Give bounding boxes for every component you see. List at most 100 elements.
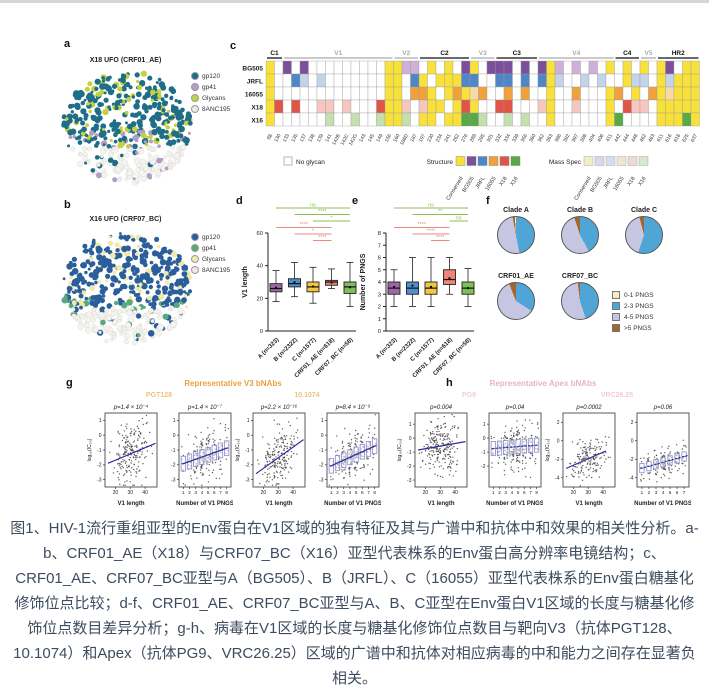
y-tick: -3 [319, 477, 324, 483]
heatmap-cell [520, 86, 530, 101]
heatmap-cell [588, 112, 598, 127]
position-tick: 142B [331, 133, 342, 147]
position-tick: 611 [656, 133, 665, 143]
pie-Clade A: Clade A [488, 207, 544, 254]
y-tick: -1 [245, 448, 250, 454]
position-tick: 362 [537, 133, 546, 143]
y-tick: 1 [99, 418, 102, 424]
y-tick: 0 [631, 439, 634, 445]
mass-spec-label: Mass Spec [549, 159, 582, 166]
position-tick: 406 [596, 133, 605, 143]
position-tick: 334 [503, 133, 512, 143]
y-tick: 6 [378, 256, 381, 262]
position-tick: 392 [562, 133, 571, 143]
heatmap-cell [308, 112, 318, 127]
x-tick: 2 [648, 490, 651, 495]
region-C3: C3 [513, 50, 522, 57]
heatmap-cell [308, 73, 318, 88]
panel-h-label: h [446, 377, 453, 389]
heatmap-cell [376, 73, 386, 88]
heatmap-cell [350, 112, 360, 127]
heatmap-cell [444, 73, 454, 88]
heatmap-cell [520, 73, 530, 88]
heatmap-cell [614, 99, 624, 114]
heatmap-cell [563, 73, 573, 88]
heatmap-cell [537, 86, 547, 101]
heatmap-cell [546, 73, 556, 88]
y-tick: 0 [409, 436, 412, 442]
region-V2: V2 [402, 50, 410, 57]
heatmap-cell [359, 60, 369, 75]
heatmap-cell [656, 60, 666, 75]
x-tick: 2 [336, 490, 339, 495]
x-tick: 20 [113, 490, 119, 496]
heatmap-cell [427, 99, 437, 114]
correlation-plot-g1: p=1.4 × 10⁻⁴ 1 0 -1 -2 -3 20 30 40 log₁₀(IC₅₀) V1 … [87, 404, 158, 507]
position-tick: 462 [639, 133, 648, 143]
heatmap-cell [418, 60, 428, 75]
heatmap-cell [469, 60, 479, 75]
pie-title: Clade C [630, 207, 658, 214]
heatmap-cell [461, 73, 471, 88]
heatmap-cell [291, 86, 301, 101]
heatmap-cell [478, 112, 488, 127]
heatmap-cell [682, 112, 692, 127]
x-tick: 8 [535, 490, 538, 495]
heatmap-cell [495, 99, 505, 114]
heatmap-cell [665, 73, 675, 88]
pie-title: Clade B [566, 207, 594, 214]
heatmap-cell [282, 112, 292, 127]
heatmap-cell [291, 99, 301, 114]
position-tick: 230 [426, 133, 435, 143]
position-tick: 276 [460, 133, 469, 143]
heatmap-cell [495, 86, 505, 101]
heatmap-cell [444, 86, 454, 101]
x-tick: 7 [219, 490, 222, 495]
heatmap-cell [614, 73, 624, 88]
heatmap-cell [512, 86, 522, 101]
position-tick: 139 [316, 133, 325, 143]
x-tick: 1 [492, 490, 495, 495]
y-tick: -3 [245, 477, 250, 483]
heatmap-cell [665, 86, 675, 101]
p-value: p=0.0002 [575, 405, 602, 411]
panel-a-title: X18 UFO (CRF01_AE) [89, 57, 162, 64]
heatmap-cell [563, 86, 573, 101]
heatmap-cell [622, 60, 632, 75]
x-tick: 30 [275, 490, 281, 496]
gp120-color-dot [191, 233, 199, 241]
correlation-plot-g3: p=2.2 × 10⁻¹⁶ 1 0 -1 -2 -3 20 30 40 log₁₀(IC₅₀) V1… [235, 404, 306, 507]
heatmap-cell [393, 73, 403, 88]
heatmap-cell [486, 86, 496, 101]
heatmap-cell [512, 99, 522, 114]
heatmap-cell [282, 60, 292, 75]
heatmap-cell [291, 60, 301, 75]
heatmap-cell [427, 112, 437, 127]
heatmap-cell [690, 99, 700, 114]
y-tick: -2 [629, 457, 634, 463]
panel-b-structure-image [61, 232, 192, 346]
heatmap-cell [384, 99, 394, 114]
x-tick: 7 [367, 490, 370, 495]
heatmap-cell [571, 73, 581, 88]
heatmap-cell [265, 73, 275, 88]
heatmap-cell [316, 73, 326, 88]
position-tick: 356 [520, 133, 529, 143]
region-C2: C2 [440, 50, 449, 57]
heatmap-cell [435, 99, 445, 114]
panel-h-antibody-pg9: PG9 [461, 392, 476, 399]
p-value: p=0.06 [653, 405, 673, 411]
x-tick: 6 [213, 490, 216, 495]
x-axis-label: Number of V1 PNGS [486, 501, 543, 507]
y-tick: 1 [483, 422, 486, 428]
trend-line [181, 447, 229, 465]
heatmap-cell [274, 73, 284, 88]
heatmap-cell [444, 60, 454, 75]
position-tick: 616 [664, 133, 673, 143]
heatmap-cell [376, 60, 386, 75]
heatmap-cell [393, 99, 403, 114]
y-tick: -3 [407, 478, 412, 484]
y-axis-label: log₁₀(IC₅₀) [397, 438, 403, 461]
heatmap-cell [605, 73, 615, 88]
